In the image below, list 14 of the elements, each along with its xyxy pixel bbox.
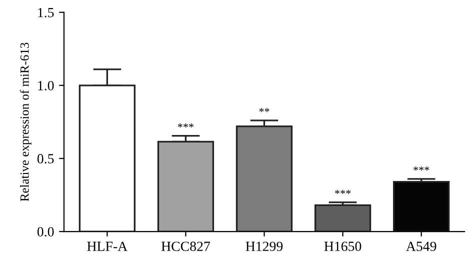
x-tick-label: HLF-A <box>87 242 128 251</box>
y-tick-label: 1.5 <box>38 8 54 18</box>
annotation: *** <box>414 166 430 171</box>
annotation: ** <box>259 108 270 112</box>
x-tick-label: H1299 <box>246 242 283 252</box>
y-tick-label: 0.0 <box>37 227 54 237</box>
annotation: *** <box>335 190 351 194</box>
y-axis-title: Relative expression of miR-613 <box>20 42 32 202</box>
y-tick-label: 0.5 <box>37 154 54 164</box>
x-tick-label: A549 <box>406 242 436 252</box>
x-tick-label: H1650 <box>324 242 362 252</box>
annotation: *** <box>178 123 194 128</box>
x-tick-label: HCC827 <box>161 242 210 252</box>
y-tick-label: 1.0 <box>38 80 54 90</box>
